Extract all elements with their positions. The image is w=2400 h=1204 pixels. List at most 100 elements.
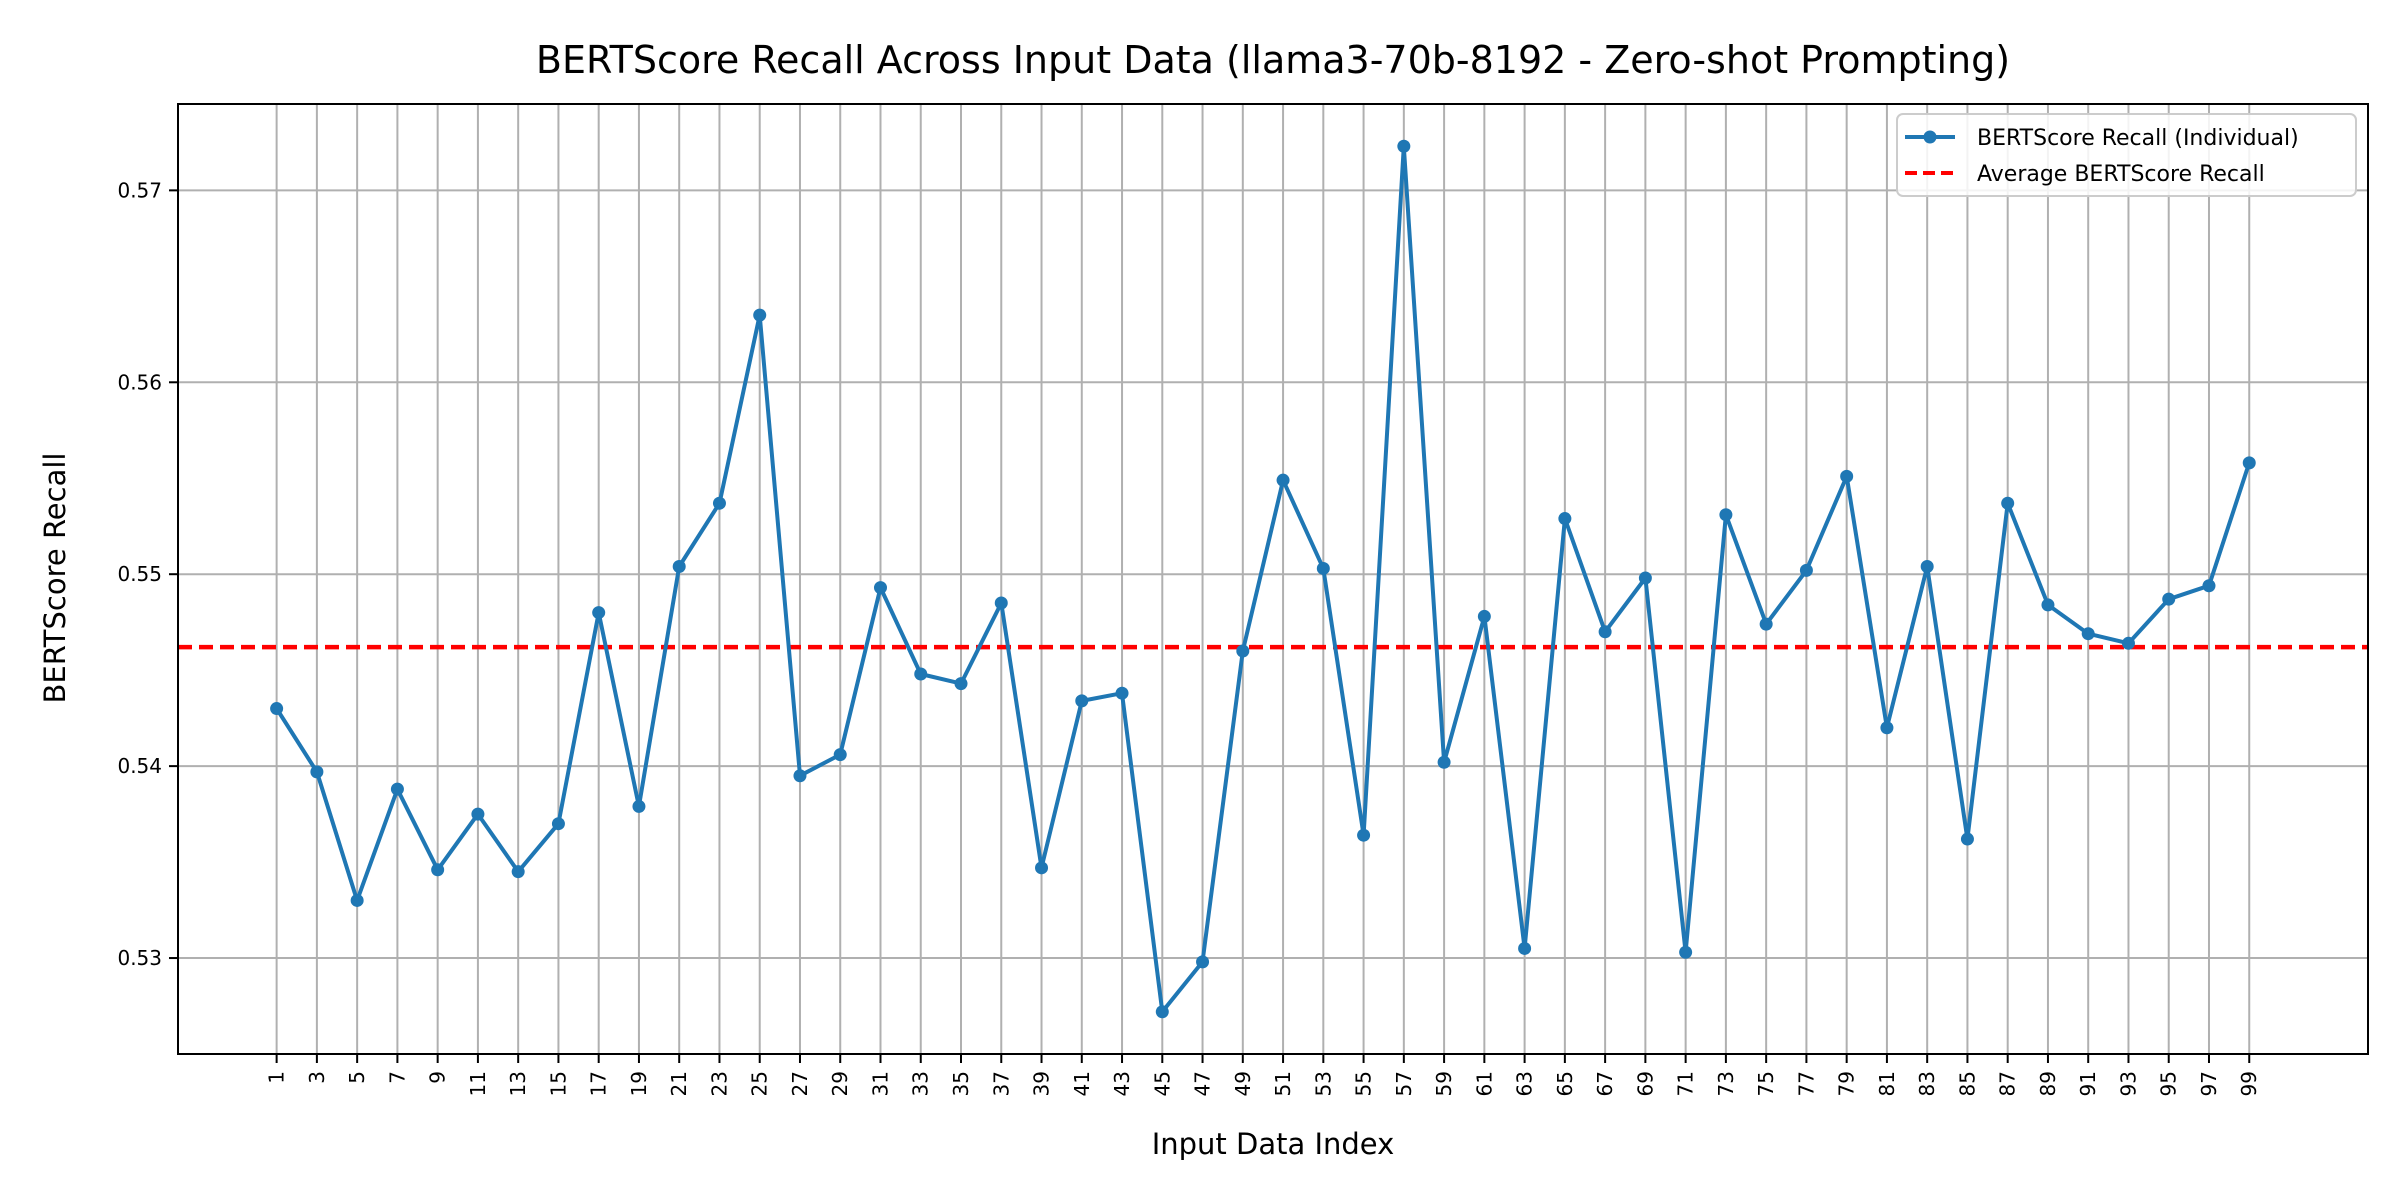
x-tick-label: 25 (748, 1071, 772, 1096)
data-point (712, 496, 726, 510)
data-point (511, 865, 525, 879)
x-tick-label: 81 (1875, 1071, 1899, 1096)
data-point (2202, 579, 2216, 593)
x-tick-label: 47 (1191, 1071, 1215, 1096)
data-point (1316, 561, 1330, 575)
x-tick-label: 21 (667, 1071, 691, 1096)
x-tick-label: 91 (2076, 1071, 2100, 1096)
x-tick-label: 73 (1714, 1071, 1738, 1096)
x-tick-label: 11 (466, 1071, 490, 1096)
x-tick-label: 65 (1553, 1071, 1577, 1096)
data-point (1115, 686, 1129, 700)
x-tick-label: 45 (1150, 1071, 1174, 1096)
x-tick-label: 67 (1593, 1071, 1617, 1096)
data-point (270, 702, 284, 716)
y-tick-label: 0.56 (117, 370, 162, 394)
data-point (1558, 512, 1572, 526)
data-point (954, 677, 968, 691)
data-point (2242, 456, 2256, 470)
x-tick-label: 95 (2157, 1071, 2181, 1096)
x-tick-label: 19 (627, 1071, 651, 1096)
data-point (551, 817, 565, 831)
x-tick-label: 71 (1674, 1071, 1698, 1096)
x-tick-label: 1 (265, 1071, 289, 1084)
x-tick-label: 31 (868, 1071, 892, 1096)
data-point (1035, 861, 1049, 875)
data-point (632, 799, 646, 813)
series-layer (270, 139, 2256, 1019)
x-tick-label: 23 (707, 1071, 731, 1096)
data-point (471, 807, 485, 821)
legend-marker-individual (1923, 130, 1937, 144)
data-point (310, 765, 324, 779)
x-tick-label: 49 (1231, 1071, 1255, 1096)
y-tick-label: 0.57 (117, 178, 162, 202)
data-point (793, 769, 807, 783)
x-tick-label: 97 (2197, 1071, 2221, 1096)
x-tick-label: 57 (1392, 1071, 1416, 1096)
data-point (1437, 755, 1451, 769)
legend-label-average: Average BERTScore Recall (1977, 162, 2265, 187)
x-tick-label: 63 (1513, 1071, 1537, 1096)
x-tick-label: 35 (949, 1071, 973, 1096)
series-line-individual (274, 144, 2252, 1014)
data-point (350, 893, 364, 907)
x-tick-label: 15 (546, 1071, 570, 1096)
data-point (672, 560, 686, 574)
x-tick-label: 37 (989, 1071, 1013, 1096)
data-point (2041, 598, 2055, 612)
data-point (1799, 563, 1813, 577)
data-point (1477, 609, 1491, 623)
data-point (1598, 625, 1612, 639)
data-point (2001, 496, 2015, 510)
x-tick-label: 55 (1352, 1071, 1376, 1096)
x-tick-label: 79 (1835, 1071, 1859, 1096)
data-point (1518, 941, 1532, 955)
data-point (873, 581, 887, 595)
data-point (753, 308, 767, 322)
data-point (1155, 1005, 1169, 1019)
data-point (1759, 617, 1773, 631)
x-tick-label: 89 (2036, 1071, 2060, 1096)
y-axis-label: BERTScore Recall (38, 453, 72, 704)
x-tick-label: 77 (1794, 1071, 1818, 1096)
y-tick-label: 0.54 (117, 754, 162, 778)
data-point (1679, 945, 1693, 959)
x-tick-label: 29 (828, 1071, 852, 1096)
x-tick-label: 75 (1754, 1071, 1778, 1096)
x-axis-label: Input Data Index (1152, 1127, 1395, 1161)
x-tick-label: 85 (1955, 1071, 1979, 1096)
x-tick-label: 27 (788, 1071, 812, 1096)
x-tick-label: 7 (385, 1071, 409, 1084)
x-tick-label: 17 (587, 1071, 611, 1096)
x-tick-label: 53 (1311, 1071, 1335, 1096)
x-tick-label: 9 (426, 1071, 450, 1084)
plot-frame (177, 103, 2369, 1055)
x-tick-label: 93 (2116, 1071, 2140, 1096)
data-point (914, 667, 928, 681)
y-tick-label: 0.55 (117, 562, 162, 586)
data-point (1196, 955, 1210, 969)
x-tick-label: 59 (1432, 1071, 1456, 1096)
chart-title: BERTScore Recall Across Input Data (llam… (536, 38, 2010, 82)
data-point (1880, 721, 1894, 735)
data-point (1840, 469, 1854, 483)
x-tick-label: 33 (909, 1071, 933, 1096)
x-tick-label: 3 (305, 1071, 329, 1084)
x-tick-label: 51 (1271, 1071, 1295, 1096)
x-tick-label: 99 (2237, 1071, 2261, 1096)
legend-box (1896, 113, 2357, 197)
data-point (431, 863, 445, 877)
x-tick-label: 83 (1915, 1071, 1939, 1096)
data-point (1719, 508, 1733, 522)
data-point (2081, 627, 2095, 641)
axis-ticks: 1 3 5 7 9 11 13 15 17 19 21 23 25 27 29 31 33 35 37 39 41 43 4… (117, 178, 2261, 1096)
x-tick-label: 39 (1030, 1071, 1054, 1096)
legend-label-individual: BERTScore Recall (Individual) (1977, 126, 2299, 151)
data-point (592, 606, 606, 620)
x-tick-label: 43 (1110, 1071, 1134, 1096)
data-point (2162, 592, 2176, 606)
data-point (390, 782, 404, 796)
